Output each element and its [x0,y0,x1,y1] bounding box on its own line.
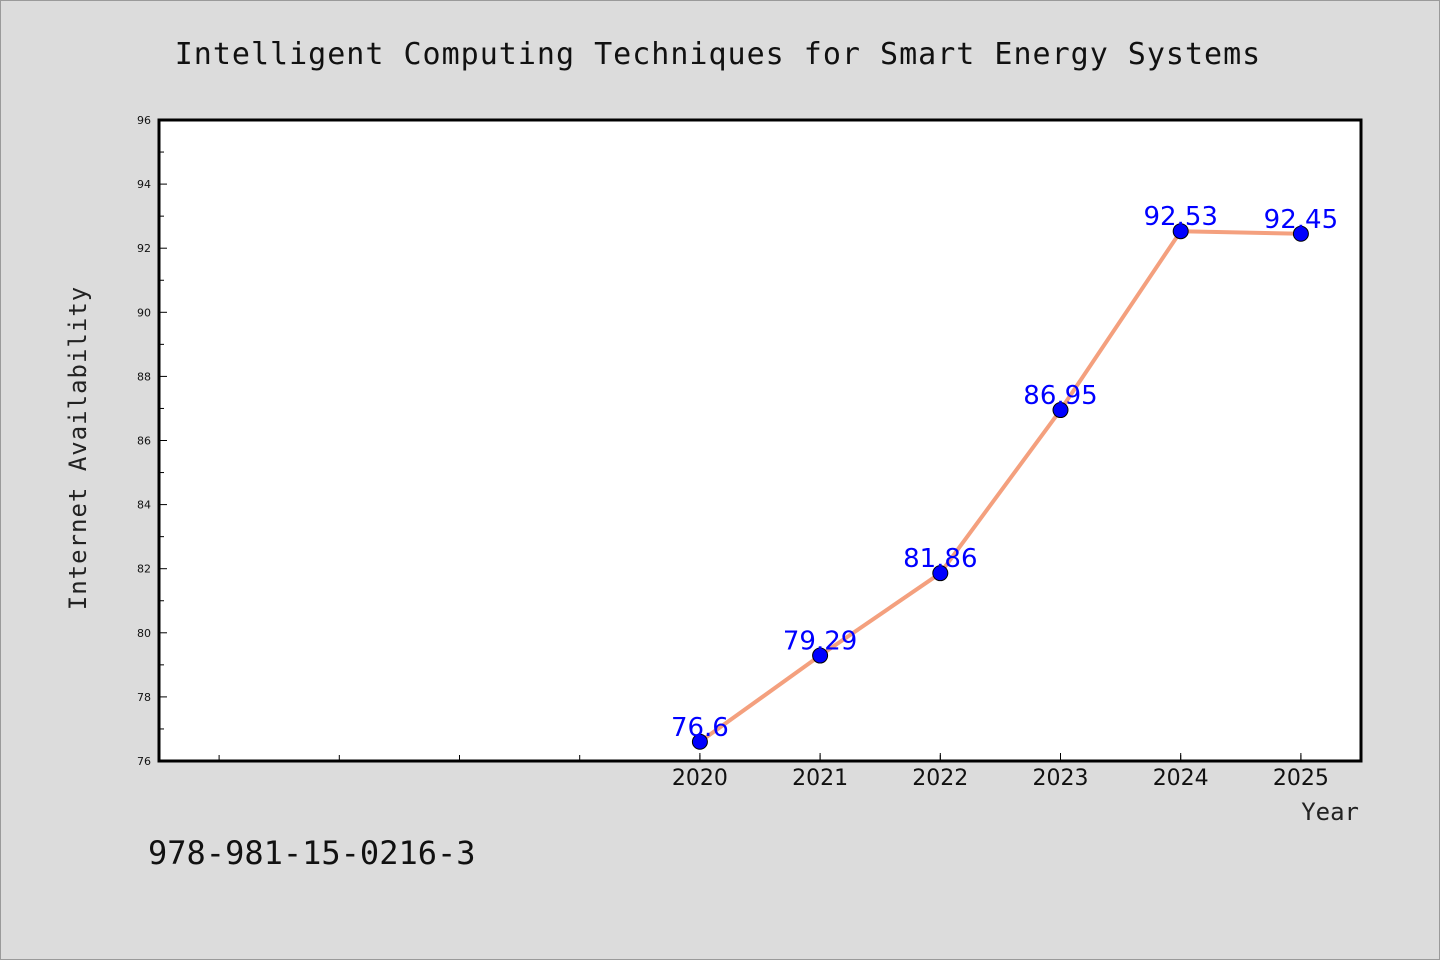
data-point [812,647,829,664]
data-label: 92.45 [1264,205,1338,235]
y-tick-label: 86 [137,435,151,448]
x-axis-label: Year [1301,798,1359,826]
x-tick-label: 2023 [1033,766,1089,791]
y-axis-label: Internet Availability [64,286,92,610]
data-point [1172,223,1189,240]
y-tick-label: 82 [137,563,151,576]
data-label: 92.53 [1143,202,1217,232]
data-label: 86.95 [1023,381,1097,411]
y-tick-label: 76 [137,755,151,768]
y-tick-label: 80 [137,627,151,640]
data-point [1052,402,1069,419]
x-tick-label: 2025 [1273,766,1329,791]
series-layer: 76.6 79.29 81.86 86.95 92.53 92.45 [671,202,1338,750]
y-tick-label: 88 [137,370,151,383]
chart-title: Intelligent Computing Techniques for Sma… [175,37,1262,72]
y-tick-label: 94 [137,178,151,191]
x-tick-label: 2022 [912,766,968,791]
isbn-annotation: 978-981-15-0216-3 [148,834,476,872]
y-tick-label: 90 [137,306,151,319]
x-tick-label: 2020 [672,766,728,791]
data-point [932,565,949,582]
y-tick-label: 92 [137,242,151,255]
y-tick-label: 96 [137,114,151,127]
x-tick-label: 2024 [1153,766,1209,791]
data-label: 76.6 [671,713,729,743]
x-tick-label: 2021 [792,766,848,791]
y-axis: 76 78 80 82 84 86 88 90 92 94 96 [137,114,167,768]
plot-area [157,118,1363,763]
data-label: 81.86 [903,544,977,574]
data-point [1292,225,1309,242]
data-point [691,733,708,750]
series-line [698,229,1301,744]
data-label: 79.29 [783,627,857,657]
y-tick-label: 84 [137,499,151,512]
x-axis: 2020 2021 2022 2023 2024 2025 [218,753,1329,791]
y-tick-label: 78 [137,691,151,704]
